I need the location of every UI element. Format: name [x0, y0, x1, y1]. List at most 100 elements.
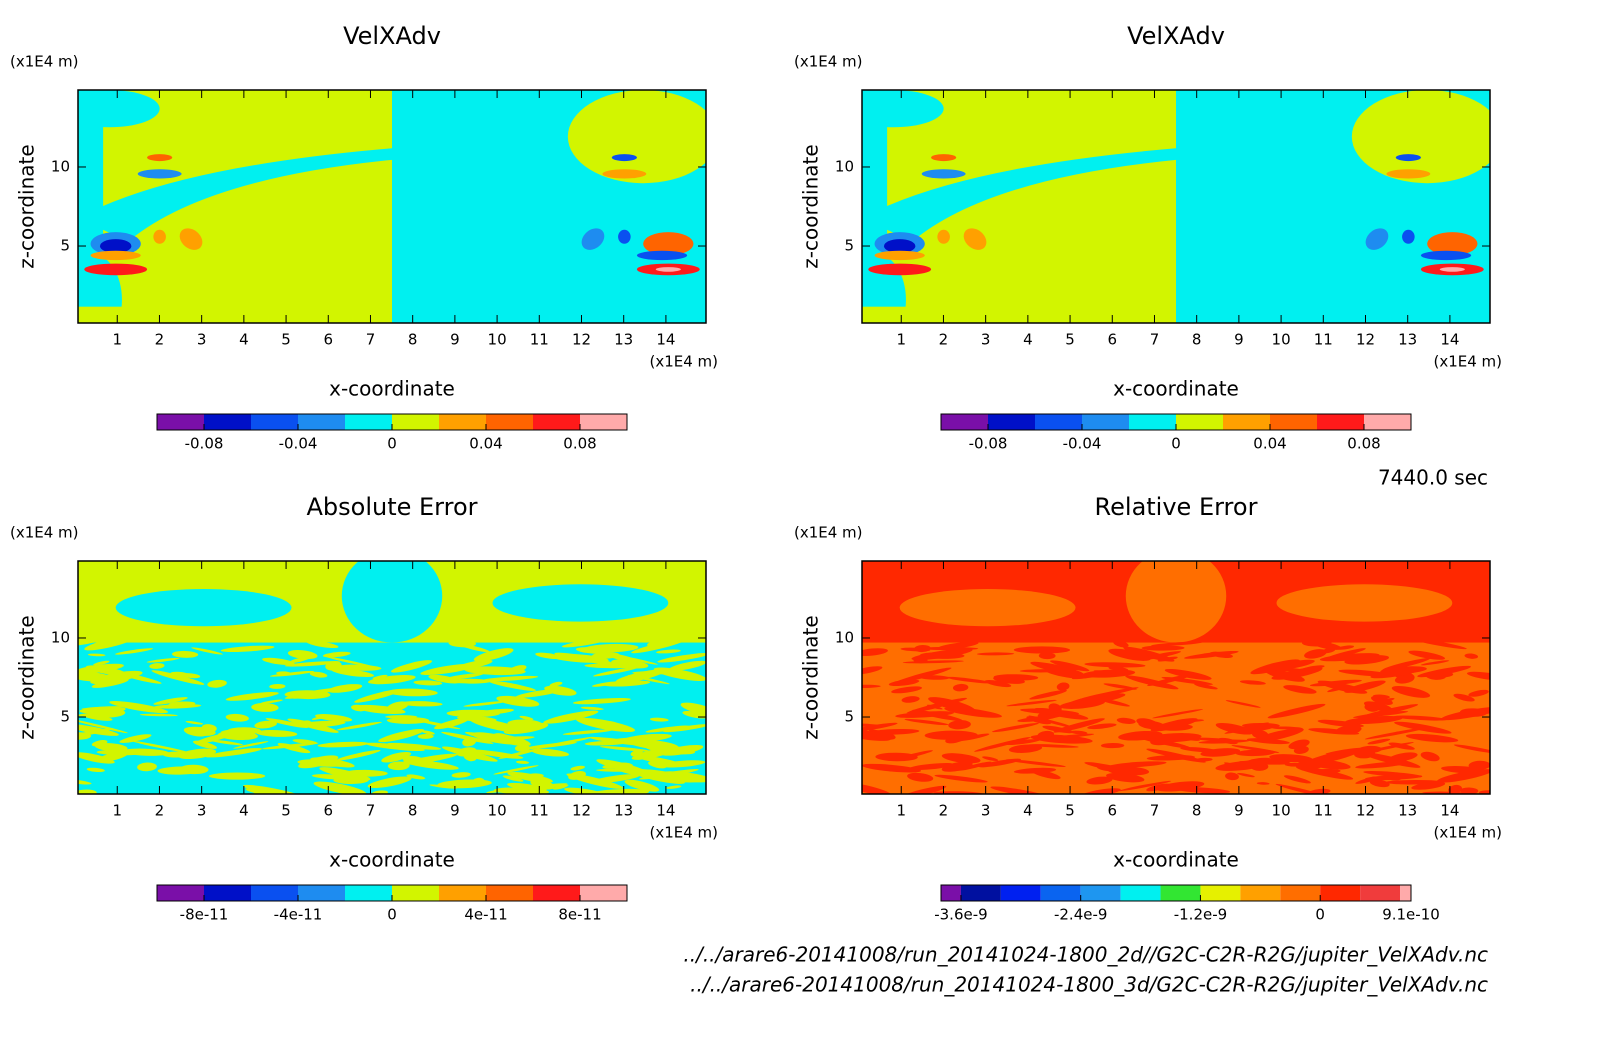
contour-region — [554, 652, 613, 665]
x-unit: (x1E4 m) — [1433, 824, 1502, 842]
contour-region — [602, 169, 647, 179]
contour-region — [1096, 698, 1130, 707]
contour-region — [1464, 653, 1479, 659]
contour-region — [564, 787, 607, 794]
contour-region — [937, 229, 950, 244]
contour-region — [255, 729, 298, 737]
contour-region — [1269, 726, 1303, 730]
contour-region — [289, 656, 311, 663]
contour-region — [171, 650, 199, 658]
contour-region — [457, 643, 490, 653]
contour-region — [655, 267, 681, 272]
x-tick-label: 1 — [112, 331, 122, 349]
contour-region — [1118, 730, 1163, 741]
contour-region — [1006, 699, 1057, 707]
contour-region — [122, 748, 170, 756]
contour-region — [137, 762, 157, 772]
contour-field — [862, 561, 1490, 794]
contour-region — [1051, 666, 1081, 672]
contour-region — [181, 673, 201, 679]
y-unit: (x1E4 m) — [10, 53, 79, 71]
contour-region — [581, 228, 605, 250]
y-tick-label: 10 — [835, 628, 854, 646]
contour-region — [469, 749, 524, 759]
contour-region — [420, 663, 477, 676]
contour-region — [1358, 704, 1419, 719]
contour-region — [1146, 755, 1196, 761]
contour-region — [1235, 725, 1274, 732]
contour-region — [78, 789, 97, 794]
contour-region — [1029, 690, 1067, 700]
contour-region — [948, 720, 971, 730]
contour-region — [1427, 232, 1478, 256]
contour-region — [1459, 708, 1487, 717]
contour-region — [421, 730, 435, 735]
x-tick-label: 1 — [896, 802, 906, 820]
contour-region — [1108, 648, 1151, 661]
colorbar-segment — [486, 414, 533, 430]
contour-region — [1084, 762, 1131, 773]
contour-region — [653, 667, 706, 682]
contour-region — [306, 640, 339, 649]
contour-region — [1027, 744, 1079, 748]
contour-region — [1109, 761, 1167, 768]
colorbar-tick-label: 0.08 — [1347, 435, 1380, 453]
contour-region — [209, 739, 243, 746]
contour-region — [185, 721, 204, 725]
contour-region — [567, 90, 706, 184]
contour-region — [1042, 725, 1074, 734]
contour-region — [941, 753, 981, 764]
colorbar-segment — [392, 414, 439, 430]
contour-region — [630, 749, 643, 757]
contour-region — [891, 686, 923, 694]
y-tick-label: 5 — [844, 708, 854, 726]
contour-region — [114, 648, 154, 655]
contour-region — [492, 584, 669, 622]
file-path: ../../arare6-20141008/run_20141024-1800_… — [690, 973, 1488, 997]
contour-region — [1372, 698, 1395, 705]
contour-region — [1215, 760, 1267, 771]
contour-region — [516, 760, 530, 764]
colorbar-segment — [1317, 414, 1364, 430]
colorbar-segment — [533, 414, 580, 430]
contour-region — [1411, 781, 1446, 790]
contour-region — [428, 674, 461, 684]
contour-region — [91, 740, 108, 747]
x-axis-label: x-coordinate — [329, 848, 455, 872]
colorbar-segment — [251, 885, 298, 901]
contour-region — [1209, 651, 1233, 658]
contour-region — [623, 733, 672, 742]
colorbar-segment — [1270, 414, 1317, 430]
contour-region — [862, 648, 888, 656]
contour-region — [1087, 723, 1117, 730]
contour-region — [945, 676, 992, 684]
y-axis-label: z-coordinate — [799, 144, 823, 268]
contour-region — [906, 697, 968, 714]
contour-region — [874, 250, 925, 261]
contour-region — [488, 680, 536, 691]
contour-region — [277, 743, 311, 754]
contour-region — [331, 668, 375, 678]
contour-region — [1161, 676, 1213, 685]
contour-region — [437, 779, 492, 789]
colorbar-segment — [204, 414, 251, 430]
colorbar-segment — [1360, 885, 1401, 901]
contour-region — [1288, 739, 1310, 750]
y-tick-label: 5 — [60, 708, 70, 726]
contour-region — [333, 776, 369, 784]
contour-region — [378, 729, 425, 743]
x-unit: (x1E4 m) — [649, 824, 718, 842]
contour-region — [413, 718, 461, 730]
y-tick-label: 5 — [844, 237, 854, 255]
panel-title: Relative Error — [1095, 493, 1258, 521]
contour-region — [1100, 742, 1125, 749]
contour-region — [963, 228, 987, 250]
contour-region — [659, 760, 706, 768]
contour-region — [543, 710, 599, 724]
contour-region — [875, 752, 918, 762]
contour-region — [1048, 735, 1065, 742]
contour-region — [549, 681, 563, 687]
contour-region — [1020, 708, 1080, 715]
contour-region — [78, 640, 98, 647]
contour-region — [647, 639, 666, 647]
